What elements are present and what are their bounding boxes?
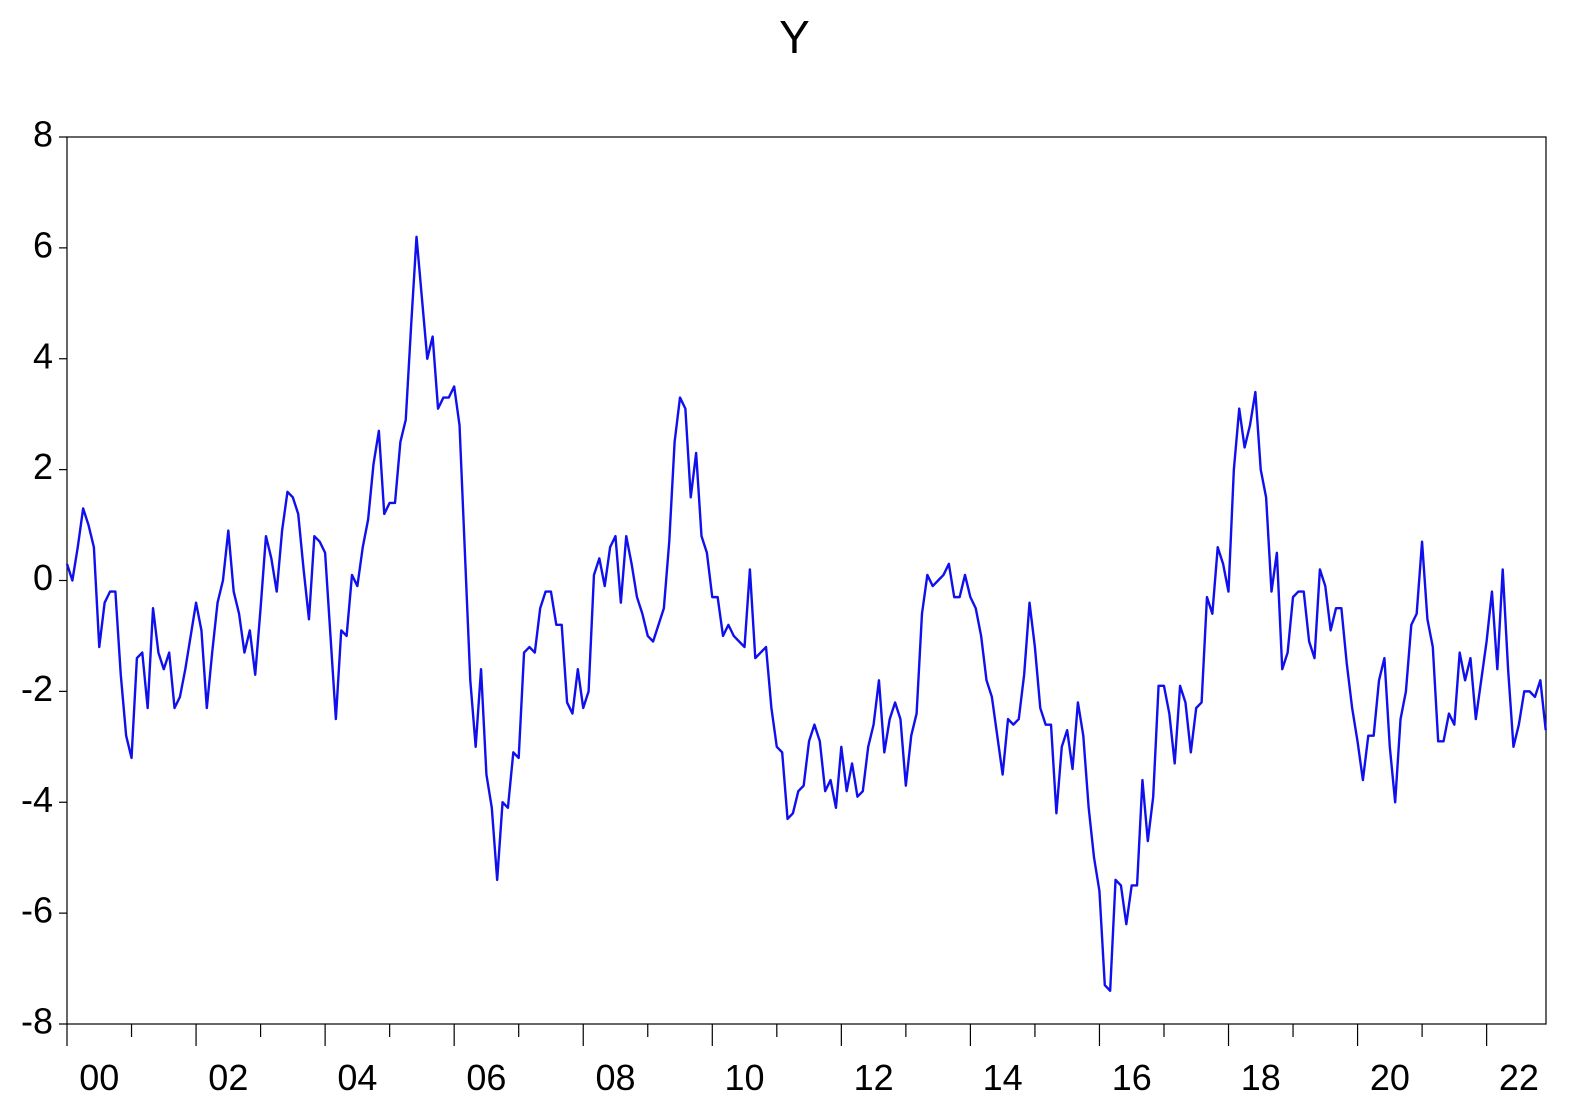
x-tick-label: 04 — [337, 1057, 377, 1098]
x-tick-label: 02 — [208, 1057, 248, 1098]
y-tick-label: 0 — [33, 557, 53, 598]
chart-title: Y — [779, 11, 810, 63]
x-tick-label: 22 — [1499, 1057, 1539, 1098]
x-tick-label: 00 — [79, 1057, 119, 1098]
x-tick-label: 06 — [466, 1057, 506, 1098]
y-tick-label: -4 — [21, 779, 53, 820]
series-line — [65, 235, 1547, 992]
x-tick-label: 12 — [854, 1057, 894, 1098]
x-axis: 00 02 04 06 08 10 12 14 16 18 20 22 — [66, 1024, 1539, 1098]
x-tick-label: 10 — [725, 1057, 765, 1098]
y-tick-label: 4 — [33, 335, 53, 376]
y-tick-label: 8 — [33, 114, 53, 155]
y-tick-label: -2 — [21, 668, 53, 709]
x-tick-label: 14 — [983, 1057, 1023, 1098]
y-axis: -8 -6 -4 -2 0 2 4 6 8 — [21, 114, 67, 1042]
y-tick-label: -6 — [21, 890, 53, 931]
y-tick-label: -8 — [21, 1001, 53, 1042]
y-tick-label: 6 — [33, 224, 53, 265]
x-tick-label: 20 — [1370, 1057, 1410, 1098]
x-tick-label: 16 — [1112, 1057, 1152, 1098]
x-tick-label: 18 — [1241, 1057, 1281, 1098]
x-tick-label: 08 — [595, 1057, 635, 1098]
y-tick-label: 2 — [33, 446, 53, 487]
